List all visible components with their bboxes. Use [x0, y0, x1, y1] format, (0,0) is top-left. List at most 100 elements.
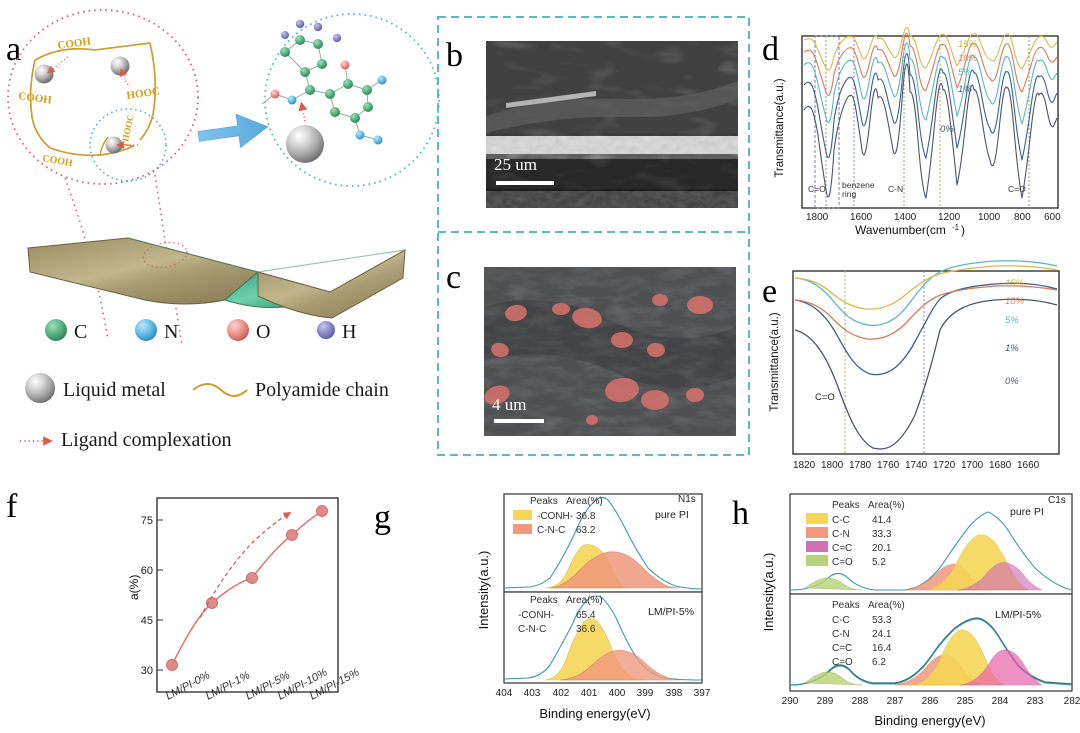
svg-text:-CONH-: -CONH- [537, 511, 573, 522]
svg-text:Wavenumber(cm: Wavenumber(cm [855, 223, 946, 237]
svg-text:5%: 5% [1005, 315, 1019, 326]
svg-text:N1s: N1s [678, 494, 696, 505]
svg-text:C1s: C1s [1048, 495, 1066, 506]
svg-text:-CONH-: -CONH- [518, 610, 554, 621]
svg-text:10%: 10% [958, 53, 978, 64]
svg-text:5.2: 5.2 [872, 557, 886, 568]
svg-text:c: c [446, 259, 461, 296]
svg-text:33.3: 33.3 [872, 529, 892, 540]
svg-text:1780: 1780 [849, 460, 872, 471]
svg-text:287: 287 [887, 696, 904, 707]
svg-text:Binding energy(eV): Binding energy(eV) [874, 713, 985, 728]
svg-text:HOOC: HOOC [120, 113, 136, 142]
svg-text:a(%): a(%) [127, 575, 141, 600]
svg-text:401: 401 [581, 688, 598, 699]
svg-text:Liquid metal: Liquid metal [63, 379, 166, 401]
svg-text:pure PI: pure PI [1010, 506, 1044, 518]
svg-text:Transmittance(a.u.): Transmittance(a.u.) [769, 312, 781, 411]
svg-text:600: 600 [1044, 212, 1061, 223]
svg-text:1%: 1% [958, 84, 972, 95]
svg-text:d: d [762, 31, 779, 68]
svg-text:16.4: 16.4 [872, 643, 892, 654]
svg-text:Peaks: Peaks [832, 600, 860, 611]
svg-text:398: 398 [666, 688, 683, 699]
svg-text:a: a [6, 31, 21, 68]
svg-text:Polyamide chain: Polyamide chain [255, 379, 389, 401]
svg-text:f: f [6, 488, 18, 525]
svg-text:404: 404 [496, 688, 513, 699]
svg-text:403: 403 [524, 688, 541, 699]
svg-text:Peaks: Peaks [530, 496, 558, 507]
svg-text:63.2: 63.2 [576, 525, 596, 536]
svg-text:Ligand complexation: Ligand complexation [61, 429, 232, 451]
svg-text:C=O: C=O [832, 557, 853, 568]
svg-text:C=O: C=O [832, 657, 853, 668]
svg-text:Peaks: Peaks [832, 500, 860, 511]
svg-text:1720: 1720 [933, 460, 956, 471]
svg-text:36.6: 36.6 [576, 624, 596, 635]
svg-text:pure PI: pure PI [655, 509, 689, 521]
svg-text:41.4: 41.4 [872, 515, 892, 526]
svg-text:): ) [961, 223, 965, 237]
svg-text:397: 397 [694, 688, 711, 699]
svg-text:e: e [762, 273, 777, 310]
svg-text:b: b [446, 37, 463, 74]
svg-text:C=O: C=O [808, 184, 826, 194]
svg-text:1680: 1680 [989, 460, 1012, 471]
svg-text:0%: 0% [1005, 376, 1019, 387]
svg-text:Area(%): Area(%) [566, 496, 603, 507]
svg-text:36.8: 36.8 [576, 511, 596, 522]
svg-text:C-N-C: C-N-C [537, 525, 565, 536]
svg-text:Intensity(a.u.): Intensity(a.u.) [761, 553, 776, 632]
svg-text:288: 288 [852, 696, 869, 707]
svg-text:1760: 1760 [877, 460, 900, 471]
svg-text:53.3: 53.3 [872, 615, 892, 626]
svg-text:C=O: C=O [1008, 184, 1026, 194]
svg-text:Area(%): Area(%) [868, 600, 905, 611]
svg-text:15%: 15% [958, 39, 978, 50]
svg-text:LM/PI-5%: LM/PI-5% [648, 606, 694, 618]
svg-text:45: 45 [141, 615, 153, 627]
svg-text:402: 402 [553, 688, 570, 699]
svg-text:284: 284 [992, 696, 1009, 707]
svg-text:285: 285 [957, 696, 974, 707]
svg-text:C-N: C-N [832, 529, 850, 540]
svg-text:O: O [256, 321, 270, 343]
svg-text:289: 289 [817, 696, 834, 707]
svg-text:1400: 1400 [894, 212, 917, 223]
svg-text:Transmittance(a.u.): Transmittance(a.u.) [774, 78, 786, 177]
svg-text:60: 60 [141, 565, 153, 577]
svg-text:800: 800 [1014, 212, 1031, 223]
svg-text:-1: -1 [952, 223, 960, 232]
svg-text:C: C [74, 321, 87, 343]
svg-text:Area(%): Area(%) [566, 595, 603, 606]
svg-text:30: 30 [141, 665, 153, 677]
svg-text:282: 282 [1064, 696, 1080, 707]
svg-text:283: 283 [1027, 696, 1044, 707]
svg-text:C-N: C-N [888, 184, 903, 194]
svg-text:65.4: 65.4 [576, 610, 596, 621]
svg-text:N: N [164, 321, 178, 343]
svg-text:1820: 1820 [793, 460, 816, 471]
svg-text:399: 399 [637, 688, 654, 699]
svg-text:COOH: COOH [18, 90, 53, 107]
svg-text:h: h [732, 495, 749, 532]
svg-text:290: 290 [782, 696, 799, 707]
svg-text:Intensity(a.u.): Intensity(a.u.) [476, 551, 491, 630]
svg-text:1700: 1700 [961, 460, 984, 471]
svg-text:1000: 1000 [978, 212, 1001, 223]
svg-text:C-C: C-C [832, 515, 850, 526]
svg-text:C=C: C=C [832, 643, 852, 654]
svg-text:1660: 1660 [1017, 460, 1040, 471]
svg-text:1740: 1740 [905, 460, 928, 471]
svg-text:400: 400 [609, 688, 626, 699]
svg-text:Area(%): Area(%) [868, 500, 905, 511]
svg-text:15%: 15% [1005, 278, 1025, 289]
svg-text:1600: 1600 [850, 212, 873, 223]
svg-text:1800: 1800 [806, 212, 829, 223]
svg-text:1800: 1800 [821, 460, 844, 471]
svg-text:Peaks: Peaks [530, 595, 558, 606]
svg-text:10%: 10% [1005, 296, 1025, 307]
svg-text:C-C: C-C [832, 615, 850, 626]
svg-text:24.1: 24.1 [872, 629, 892, 640]
